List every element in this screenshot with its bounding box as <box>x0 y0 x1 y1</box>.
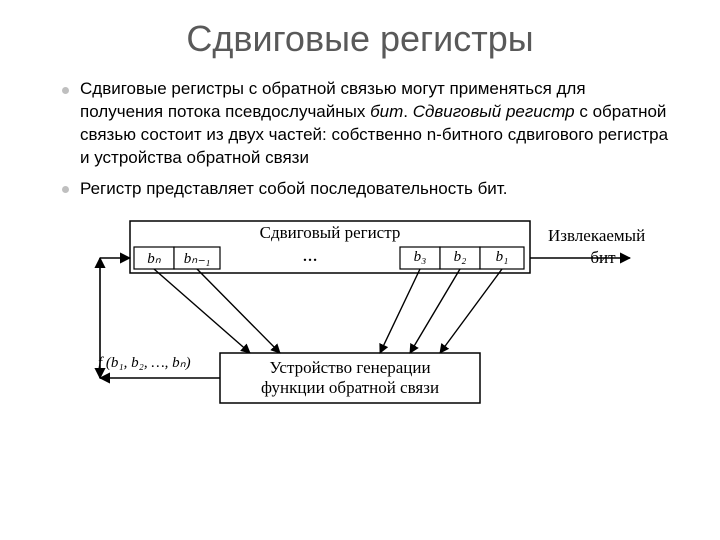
text: . <box>403 102 412 121</box>
output-line1: Извлекаемый <box>548 226 645 245</box>
text: Регистр представляет собой последователь… <box>80 179 507 198</box>
shift-register-diagram: Сдвиговый регистр bₙ bₙ₋₁ … b₃ b₂ b₁ Уст… <box>70 213 650 433</box>
generator-line1: Устройство генерации <box>269 358 430 377</box>
output-label: Извлекаемый бит <box>548 225 658 269</box>
cell-b3: b₃ <box>400 249 440 266</box>
cell-b2: b₂ <box>440 249 480 266</box>
italic-text: Сдвиговый регистр <box>413 102 575 121</box>
list-item: Регистр представляет собой последователь… <box>62 178 670 201</box>
cell-b1: b₁ <box>480 249 524 266</box>
bullet-list: Сдвиговые регистры с обратной связью мог… <box>44 78 676 201</box>
slide: Сдвиговые регистры Сдвиговые регистры с … <box>0 0 720 540</box>
register-title: Сдвиговый регистр <box>130 223 530 243</box>
cell-dots: … <box>220 249 400 266</box>
page-title: Сдвиговые регистры <box>44 18 676 60</box>
generator-box-label: Устройство генерации функции обратной св… <box>220 358 480 399</box>
generator-line2: функции обратной связи <box>261 378 439 397</box>
output-line2: бит <box>548 247 658 269</box>
cell-bn: bₙ <box>134 249 174 268</box>
list-item: Сдвиговые регистры с обратной связью мог… <box>62 78 670 170</box>
italic-text: бит <box>370 102 403 121</box>
cell-bn-1: bₙ₋₁ <box>174 249 220 268</box>
feedback-function-label: f (b₁, b₂, …, bₙ) <box>98 353 228 372</box>
